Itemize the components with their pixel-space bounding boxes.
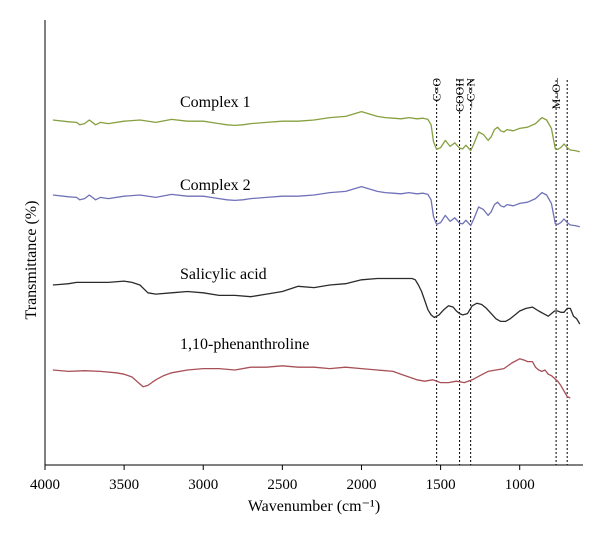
x-tick-label: 4000	[30, 477, 60, 493]
x-axis-title: Wavenumber (cm⁻¹)	[248, 498, 380, 515]
x-tick-label: 2000	[346, 477, 376, 493]
axes	[44, 20, 583, 466]
series-layer	[52, 110, 581, 399]
band-marker-label: COOH	[453, 78, 467, 112]
x-tick-label: 1500	[426, 477, 456, 493]
band-markers: C=O COOH–C=N M–O–	[430, 77, 568, 465]
x-tick-label: 3000	[188, 477, 218, 493]
series-line	[52, 110, 580, 153]
x-tick-label: 3500	[109, 477, 139, 493]
band-marker-label: –C=N	[464, 78, 478, 109]
series-label: Salicylic acid	[180, 266, 267, 283]
x-ticks: 4000 3500 3000 2500 2000 1500 1000	[30, 465, 535, 493]
series-line	[52, 185, 580, 228]
series-label: 1,10-phenanthroline	[180, 336, 309, 353]
x-tick-label: 2500	[267, 477, 297, 493]
series-label: Complex 2	[180, 177, 251, 194]
series-line	[52, 358, 571, 399]
band-marker-label: C=O	[430, 78, 444, 102]
y-axis-title: Transmittance (%)	[23, 201, 40, 320]
x-tick-label: 1000	[505, 477, 535, 493]
series-labels: Complex 1 Complex 2 Salicylic acid 1,10-phe…	[180, 94, 309, 353]
series-line	[52, 277, 581, 325]
series-label: Complex 1	[180, 94, 251, 111]
band-marker-label: M–O–	[549, 77, 563, 109]
